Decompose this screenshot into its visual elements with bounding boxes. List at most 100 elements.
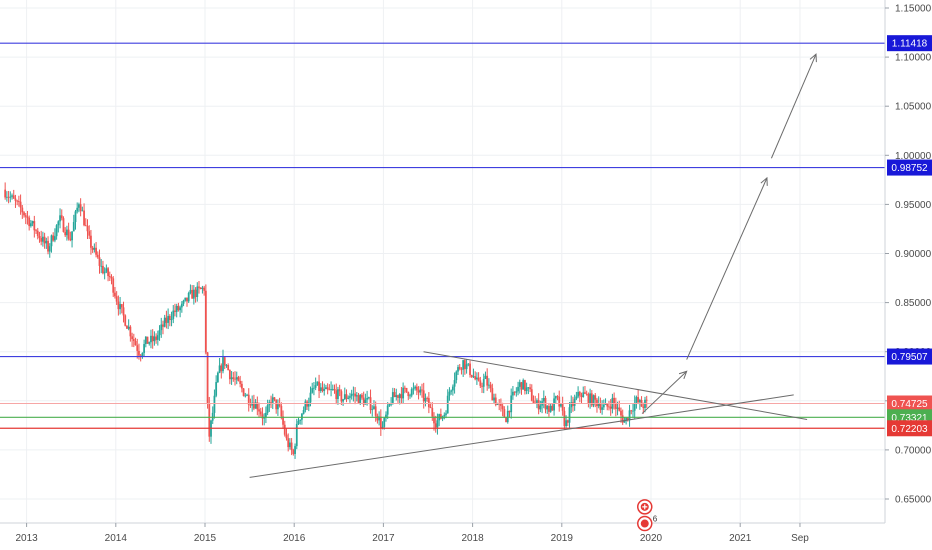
- event-icon[interactable]: 6: [638, 515, 658, 531]
- candle-body: [68, 230, 70, 239]
- x-tick-label: 2017: [372, 533, 395, 544]
- candle-body: [148, 342, 150, 344]
- candle-body: [87, 226, 89, 231]
- candle-body: [64, 232, 66, 235]
- candle-body: [491, 388, 493, 400]
- candle-body: [8, 197, 10, 198]
- candle-body: [558, 397, 560, 407]
- candle-body: [105, 268, 107, 271]
- candle-body: [186, 298, 188, 302]
- candle-body: [126, 326, 128, 329]
- candle-body: [286, 435, 288, 439]
- candle-body: [622, 415, 624, 422]
- candle-body: [153, 337, 155, 342]
- candle-body: [486, 376, 488, 386]
- candle-body: [352, 394, 354, 395]
- projection-arrow: [642, 371, 687, 413]
- candle-body: [287, 438, 289, 447]
- candle-body: [15, 199, 17, 201]
- candle-body: [289, 443, 291, 448]
- candle-body: [9, 197, 11, 198]
- candle-body: [505, 418, 507, 422]
- candle-body: [217, 373, 219, 382]
- price-scale-bg: [885, 0, 932, 550]
- candle-body: [152, 336, 154, 341]
- candle-body: [124, 315, 126, 325]
- candle-body: [39, 236, 41, 238]
- trendline: [250, 395, 794, 477]
- y-tick-label: 1.10000: [895, 53, 932, 64]
- candle-body: [27, 217, 29, 218]
- candle-body: [37, 231, 39, 236]
- candle-body: [208, 403, 210, 436]
- candle-body: [406, 388, 408, 392]
- candle-body: [325, 387, 327, 389]
- candle-body: [527, 387, 529, 388]
- flag-icon[interactable]: [638, 500, 652, 514]
- candle-body: [416, 387, 418, 391]
- candle-body: [61, 215, 63, 218]
- candle-body: [135, 341, 137, 345]
- candle-body: [138, 351, 140, 356]
- candle-body: [361, 395, 363, 398]
- candle-body: [620, 411, 622, 416]
- candle-body: [464, 360, 466, 369]
- candle-body: [323, 389, 325, 391]
- candle-body: [483, 379, 485, 387]
- candle-body: [310, 393, 312, 403]
- candle-body: [92, 248, 94, 250]
- candle-body: [419, 390, 421, 393]
- x-tick-label: 2015: [194, 533, 217, 544]
- x-tick-label: 2019: [551, 533, 574, 544]
- candle-body: [80, 204, 82, 211]
- candle-body: [150, 336, 152, 342]
- candle-body: [467, 364, 469, 365]
- candle-body: [332, 389, 334, 390]
- candle-body: [275, 399, 277, 409]
- candle-body: [143, 344, 145, 353]
- candle-body: [171, 319, 173, 320]
- candle-body: [493, 398, 495, 401]
- candle-body: [57, 221, 59, 225]
- candle-body: [241, 384, 243, 389]
- candle-body: [54, 236, 56, 240]
- candle-body: [531, 389, 533, 400]
- candle-body: [136, 345, 138, 351]
- candle-body: [244, 396, 246, 397]
- candle-body: [409, 395, 411, 396]
- candle-body: [587, 394, 589, 404]
- candle-body: [40, 238, 42, 242]
- candle-body: [485, 376, 487, 379]
- x-tick-label: 2021: [729, 533, 752, 544]
- candle-body: [296, 424, 298, 446]
- candle-body: [474, 376, 476, 379]
- candle-body: [35, 230, 37, 231]
- candle-body: [330, 389, 332, 390]
- grid: [0, 0, 885, 523]
- candle-body: [610, 407, 612, 409]
- candle-body: [97, 255, 99, 258]
- candle-body: [172, 311, 174, 319]
- candle-body: [632, 411, 634, 412]
- candle-body: [88, 231, 90, 235]
- candle-body: [392, 392, 394, 404]
- candle-body: [555, 396, 557, 398]
- candle-body: [553, 398, 555, 410]
- candle-body: [112, 278, 114, 292]
- candle-body: [543, 398, 545, 401]
- candle-body: [183, 301, 185, 304]
- candle-body: [133, 339, 135, 341]
- candle-body: [315, 385, 317, 388]
- candle-body: [102, 266, 104, 273]
- candle-body: [515, 391, 517, 392]
- candle-body: [45, 241, 47, 243]
- candle-body: [598, 404, 600, 406]
- candle-body: [577, 392, 579, 397]
- candle-body: [551, 406, 553, 411]
- candle-body: [630, 410, 632, 411]
- candle-body: [481, 386, 483, 387]
- candle-body: [181, 304, 183, 308]
- candle-body: [169, 316, 171, 320]
- candle-body: [190, 290, 192, 293]
